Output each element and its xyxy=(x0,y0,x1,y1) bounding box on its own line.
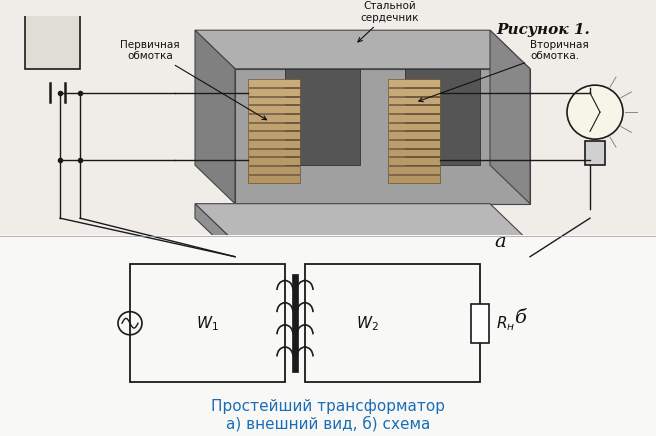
Polygon shape xyxy=(248,157,300,165)
Bar xyxy=(0,235,656,436)
Polygon shape xyxy=(235,69,530,204)
Polygon shape xyxy=(248,97,300,105)
Polygon shape xyxy=(388,114,440,122)
Text: а: а xyxy=(494,233,506,251)
Text: Вторичная
обмотка.: Вторичная обмотка. xyxy=(419,40,588,102)
Polygon shape xyxy=(388,166,440,174)
Polygon shape xyxy=(490,30,530,204)
Polygon shape xyxy=(248,79,300,87)
Polygon shape xyxy=(195,30,530,69)
Polygon shape xyxy=(388,140,440,148)
Bar xyxy=(292,274,298,372)
Text: а) внешний вид, б) схема: а) внешний вид, б) схема xyxy=(226,416,430,431)
Polygon shape xyxy=(388,157,440,165)
Text: Простейший трансформатор: Простейший трансформатор xyxy=(211,399,445,414)
Polygon shape xyxy=(195,204,530,242)
Polygon shape xyxy=(388,88,440,96)
Bar xyxy=(130,264,285,382)
Polygon shape xyxy=(248,175,300,183)
Polygon shape xyxy=(405,69,480,165)
Polygon shape xyxy=(388,97,440,105)
Polygon shape xyxy=(248,166,300,174)
Text: б: б xyxy=(514,310,526,327)
Polygon shape xyxy=(248,149,300,157)
Text: $W_1$: $W_1$ xyxy=(196,314,219,333)
Polygon shape xyxy=(388,79,440,87)
Bar xyxy=(471,304,489,343)
Bar xyxy=(305,264,480,382)
Polygon shape xyxy=(248,88,300,96)
Polygon shape xyxy=(248,114,300,122)
Text: Первичная
обмотка: Первичная обмотка xyxy=(120,40,266,120)
Text: Рисунок 1.: Рисунок 1. xyxy=(496,24,590,37)
Bar xyxy=(585,141,605,165)
Polygon shape xyxy=(248,131,300,139)
Polygon shape xyxy=(248,106,300,113)
Polygon shape xyxy=(388,106,440,113)
Polygon shape xyxy=(248,123,300,130)
Polygon shape xyxy=(195,30,235,204)
Polygon shape xyxy=(388,123,440,130)
Circle shape xyxy=(567,85,623,139)
Polygon shape xyxy=(388,149,440,157)
Polygon shape xyxy=(285,69,360,165)
Polygon shape xyxy=(388,175,440,183)
Bar xyxy=(0,16,656,224)
Polygon shape xyxy=(195,204,235,257)
Polygon shape xyxy=(388,131,440,139)
Text: $W_2$: $W_2$ xyxy=(356,314,379,333)
Text: $R_н$: $R_н$ xyxy=(496,314,515,333)
Polygon shape xyxy=(248,140,300,148)
Text: Стальной
сердечник: Стальной сердечник xyxy=(358,1,419,42)
Bar xyxy=(25,0,80,69)
Polygon shape xyxy=(235,242,530,257)
